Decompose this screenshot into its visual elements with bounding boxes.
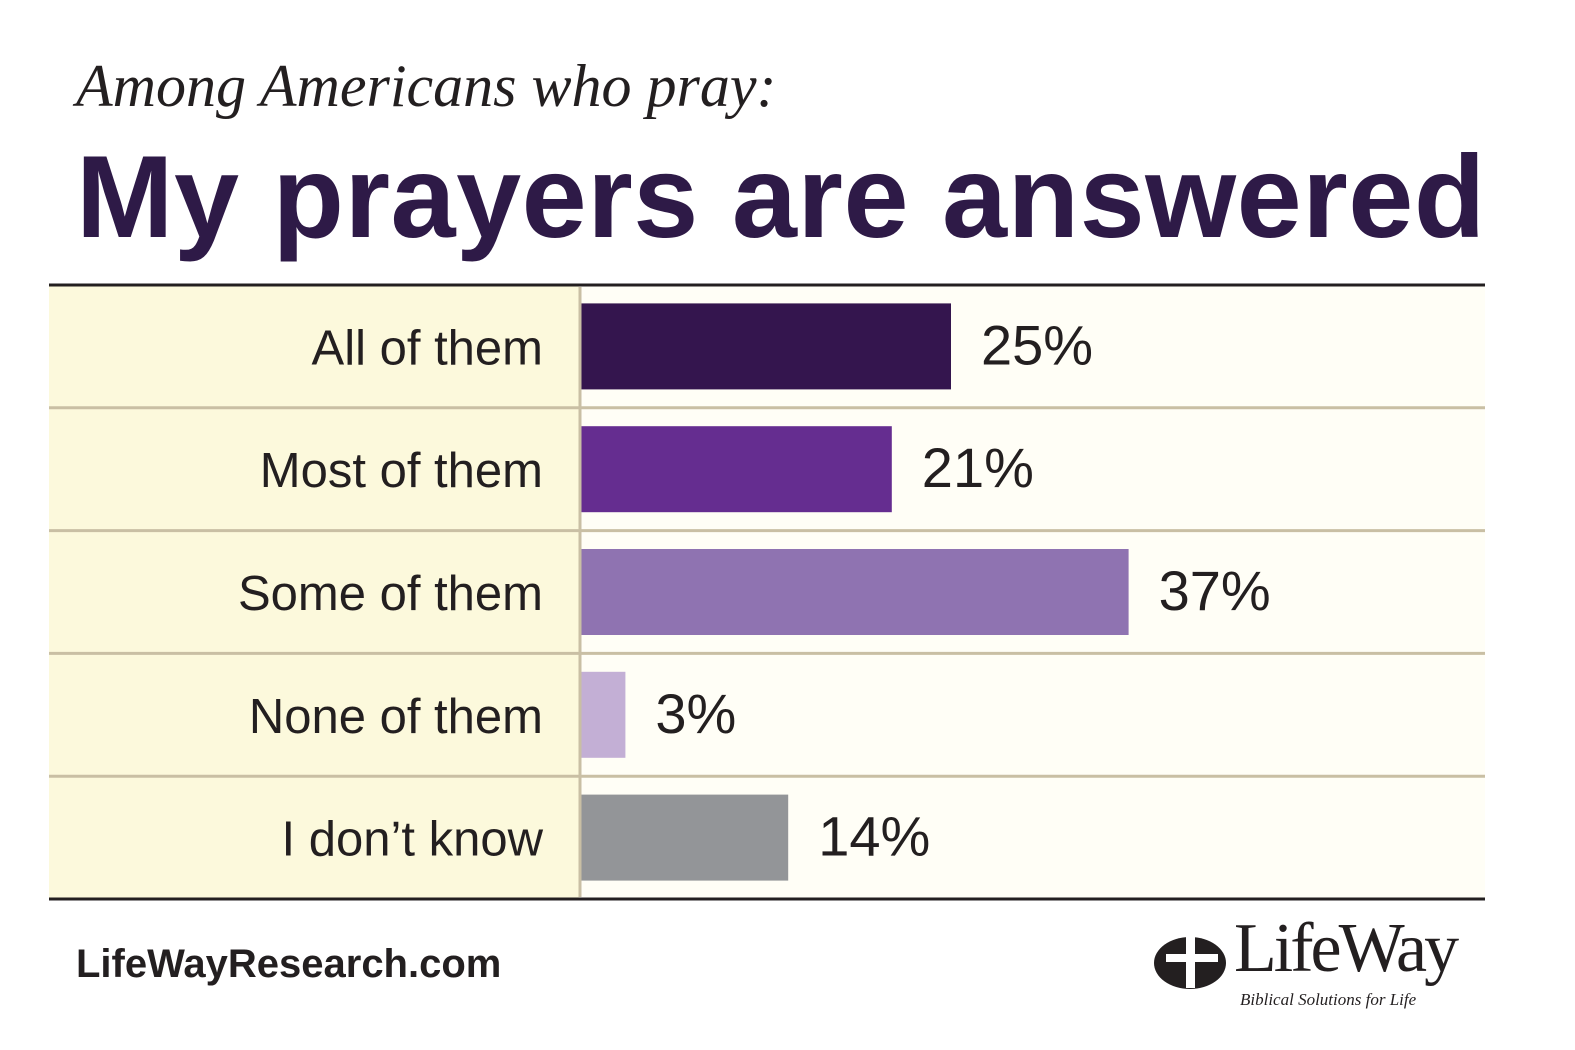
value-label: 21%: [922, 436, 1034, 499]
logo-tagline: Biblical Solutions for Life: [1240, 990, 1417, 1009]
logo-wordmark: LifeWay: [1234, 910, 1459, 987]
value-label: 25%: [981, 313, 1093, 376]
category-label: I don’t know: [282, 813, 544, 867]
label-column-background: [49, 285, 579, 899]
lifeway-logo: LifeWay Biblical Solutions for Life: [1152, 914, 1482, 1020]
bar: [581, 549, 1129, 635]
category-label: Most of them: [260, 444, 543, 498]
bar: [581, 303, 951, 390]
value-label: 37%: [1159, 559, 1271, 622]
category-label: All of them: [312, 321, 543, 375]
category-label: Some of them: [238, 567, 543, 621]
chart-rows: All of them 25% Most of them 21% Some of the…: [49, 303, 1485, 881]
cross-oval-icon: [1154, 936, 1226, 989]
chart-subtitle: Among Americans who pray:: [76, 53, 777, 119]
category-label: None of them: [249, 690, 543, 744]
chart-title: My prayers are answered: [76, 131, 1486, 262]
bar: [581, 794, 789, 881]
bar: [581, 426, 892, 513]
value-label: 14%: [818, 805, 930, 868]
website-url[interactable]: LifeWayResearch.com: [76, 942, 502, 986]
bar: [581, 671, 626, 758]
value-label: 3%: [655, 682, 736, 745]
